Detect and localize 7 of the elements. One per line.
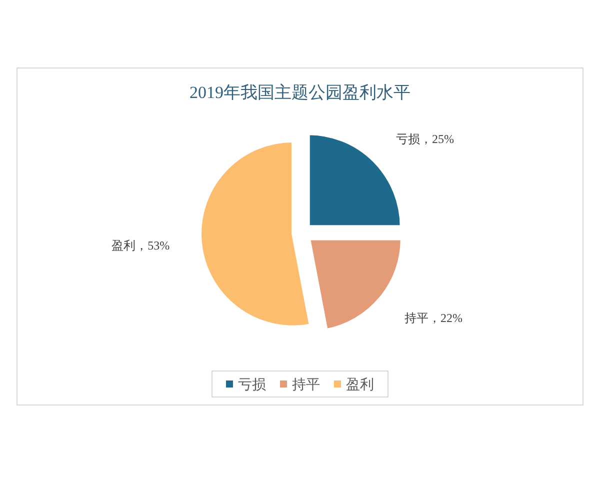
legend-label: 持平: [292, 376, 320, 392]
data-label: 持平，22%: [404, 310, 462, 325]
data-label: 亏损，25%: [396, 132, 454, 146]
chart-title: 2019年我国主题公园盈利水平: [190, 83, 410, 102]
legend-label: 盈利: [346, 376, 374, 392]
legend-label: 亏损: [238, 376, 266, 392]
data-label: 盈利，53%: [112, 238, 170, 253]
